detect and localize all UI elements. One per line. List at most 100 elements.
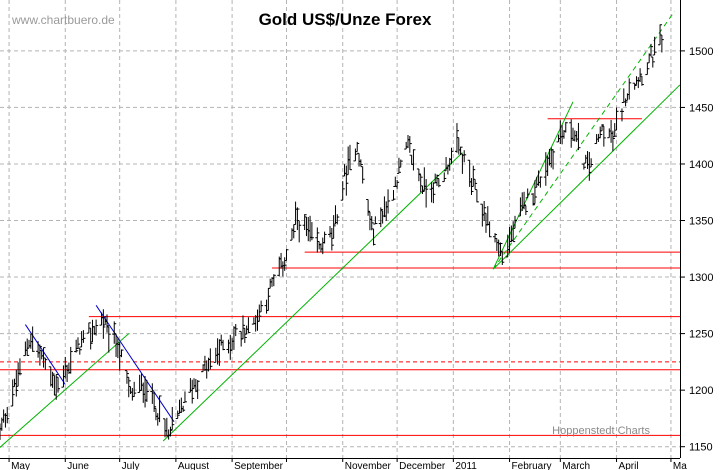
ohlc-bar	[5, 406, 10, 424]
ohlc-bar	[525, 188, 530, 199]
ohlc-bar	[639, 75, 644, 86]
ohlc-bar	[482, 200, 487, 221]
ohlc-bar	[322, 231, 327, 244]
ohlc-bar	[94, 319, 99, 336]
ohlc-bar	[119, 349, 124, 358]
ohlc-bar	[271, 274, 276, 287]
ohlc-bar	[420, 185, 425, 194]
ohlc-bar	[474, 189, 479, 203]
ohlc-bar	[576, 122, 581, 151]
x-axis-labels: May June July August September November Decemb…	[8, 458, 687, 470]
y-tick-label: 1450	[689, 102, 713, 114]
uptrend-line	[492, 84, 681, 270]
ohlc-bar	[182, 391, 187, 403]
ohlc-bar	[512, 215, 517, 229]
ohlc-bar	[659, 34, 664, 53]
x-tick-label: July	[122, 461, 140, 470]
ohlc-bar	[17, 358, 22, 376]
watermark: www.chartbuero.de	[11, 13, 115, 27]
ohlc-bar	[282, 257, 287, 271]
ohlc-bar	[652, 36, 657, 56]
ohlc-bar	[309, 222, 314, 241]
ohlc-bar	[106, 326, 111, 353]
ohlc-bar	[54, 373, 59, 400]
ohlc-bar	[366, 199, 371, 216]
ohlc-bar	[449, 147, 454, 165]
ohlc-bar	[25, 338, 30, 356]
ohlc-bar	[391, 190, 396, 201]
ohlc-bar	[442, 172, 447, 183]
ohlc-bar	[259, 300, 264, 313]
ohlc-bar	[581, 163, 586, 170]
y-tick-label: 1150	[689, 442, 713, 454]
y-tick-label: 1300	[689, 272, 713, 284]
ohlc-bar	[598, 126, 603, 139]
ohlc-bar	[600, 124, 605, 132]
ohlc-bar	[37, 344, 42, 366]
ohlc-bar	[418, 174, 423, 193]
ohlc-bar	[563, 121, 568, 133]
y-tick-label: 1350	[689, 216, 713, 228]
ohlc-bar	[398, 159, 403, 168]
ohlc-bar	[407, 135, 412, 153]
ohlc-bar	[104, 314, 109, 333]
ohlc-bar	[168, 426, 173, 437]
ohlc-bar	[473, 178, 478, 190]
ohlc-bar	[221, 339, 226, 351]
ohlc-bar	[344, 165, 349, 196]
ohlc-bar	[335, 214, 340, 225]
x-tick-label: August	[178, 461, 209, 470]
y-axis-labels: 1150 1200 1250 1300 1350 1400 1450 1500	[680, 46, 713, 454]
ohlc-bar	[589, 158, 594, 168]
ohlc-bar	[331, 215, 336, 239]
ohlc-bar	[411, 149, 416, 171]
ohlc-bar	[181, 405, 186, 412]
ohlc-bar	[157, 395, 162, 423]
axes	[0, 0, 681, 459]
ohlc-bar	[373, 216, 378, 225]
ohlc-bar	[144, 379, 149, 402]
ohlc-bar	[75, 337, 80, 349]
ohlc-bar	[132, 381, 137, 398]
ohlc-bar	[471, 165, 476, 188]
ohlc-bar	[355, 141, 360, 153]
ohlc-bar	[88, 327, 93, 350]
ohlc-bar	[601, 125, 606, 147]
ohlc-bar	[424, 179, 429, 208]
ohlc-bar	[532, 180, 537, 205]
ohlc-bar	[645, 62, 650, 76]
ohlc-bar	[493, 233, 498, 243]
ohlc-bar	[74, 339, 79, 353]
ohlc-bar	[30, 326, 35, 352]
ohlc-bar	[650, 56, 655, 68]
ohlc-bar	[295, 207, 300, 231]
x-tick-label: 2011	[455, 461, 477, 470]
ohlc-bar	[623, 98, 628, 107]
ohlc-bar	[170, 406, 175, 431]
ohlc-bar	[587, 151, 592, 181]
ohlc-bar	[395, 179, 400, 189]
ohlc-bar	[340, 181, 345, 201]
ohlc-bar	[431, 182, 436, 204]
ohlc-bar	[522, 191, 527, 210]
ohlc-bar	[538, 176, 543, 188]
ohlc-bar	[435, 174, 440, 187]
ohlc-bar	[619, 108, 624, 122]
uptrend-line	[0, 333, 130, 449]
ohlc-bar	[396, 157, 401, 174]
ohlc-bar	[360, 166, 365, 184]
ohlc-bar	[240, 315, 245, 340]
uptrend-line	[492, 11, 675, 270]
ohlc-bar	[266, 288, 271, 311]
ohlc-bar	[43, 357, 48, 370]
ohlc-bar	[371, 228, 376, 246]
price-bars	[0, 24, 664, 440]
x-tick-label: April	[619, 461, 639, 470]
y-tick-label: 1200	[689, 385, 713, 397]
y-tick-label: 1400	[689, 159, 713, 171]
ohlc-bar	[175, 410, 180, 420]
ohlc-bar	[284, 249, 289, 262]
ohlc-bar	[329, 227, 334, 251]
ohlc-bar	[638, 68, 643, 83]
